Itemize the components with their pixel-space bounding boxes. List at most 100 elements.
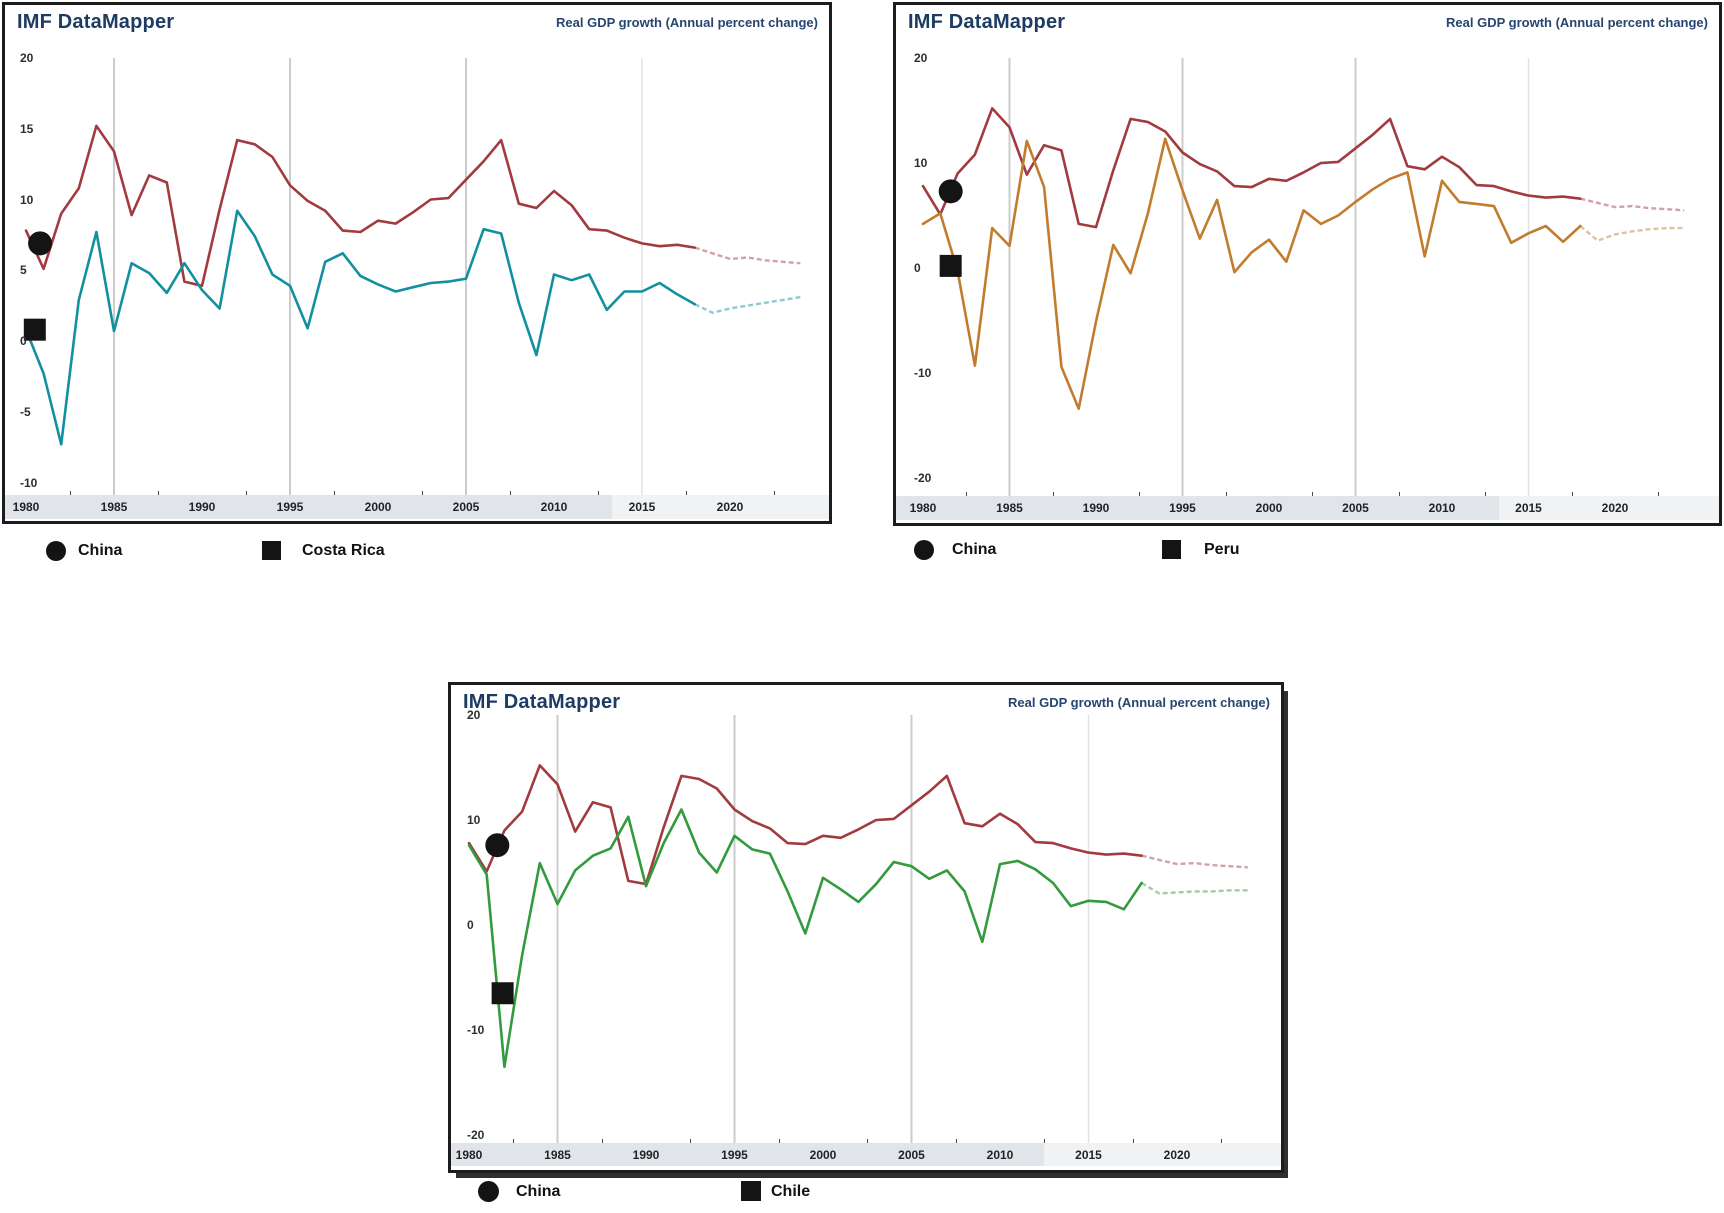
- chart-panel-china-chile: IMF DataMapper Real GDP growth (Annual p…: [448, 682, 1284, 1173]
- chart-panel-china-peru: IMF DataMapper Real GDP growth (Annual p…: [893, 2, 1722, 526]
- x-axis-label-2020: 2020: [716, 500, 744, 514]
- series-line-costa-rica: [24, 209, 697, 446]
- china-point-marker-icon: [938, 179, 963, 204]
- axis-minor-tick: [158, 491, 159, 495]
- chart-subtitle: Real GDP growth (Annual percent change): [556, 15, 818, 30]
- series-line-china: [921, 107, 1582, 229]
- axis-minor-tick: [1398, 492, 1400, 496]
- series-projection-china: [1580, 197, 1685, 212]
- x-axis-label-2005: 2005: [452, 500, 480, 514]
- series-projection-china: [694, 246, 801, 265]
- series-line-peru: [921, 137, 1582, 411]
- y-axis-label--20: -20: [467, 1128, 485, 1142]
- x-axis-label-1985: 1985: [544, 1147, 571, 1162]
- y-axis-label-0: 0: [914, 261, 921, 275]
- x-axis-label-1990: 1990: [1082, 501, 1110, 515]
- y-axis-label-20: 20: [467, 708, 481, 722]
- y-axis-label-15: 15: [20, 121, 34, 136]
- x-axis-band: 1980 1985 1990 1995 2000 2005 2010 2015 2020: [5, 495, 829, 519]
- china-point-marker-icon: [485, 833, 510, 858]
- axis-minor-tick: [1485, 492, 1487, 496]
- y-axis-label--10: -10: [914, 366, 932, 380]
- x-axis-label-1980: 1980: [909, 501, 937, 515]
- x-axis-label-1980: 1980: [455, 1147, 483, 1162]
- plot-area: 20 15 10 5 0 -5 -10 1980 1985 1990 1995 2000 2005 201…: [5, 5, 829, 521]
- x-axis-label-2005: 2005: [1342, 501, 1369, 515]
- axis-minor-tick: [774, 491, 775, 495]
- axis-minor-tick: [601, 1139, 603, 1143]
- axis-minor-tick: [778, 1139, 780, 1143]
- projection-band-highlight: [612, 495, 829, 519]
- imf-datamapper-logo: IMF DataMapper: [17, 11, 175, 33]
- imf-datamapper-logo: IMF DataMapper: [908, 11, 1066, 33]
- comparator-point-marker-icon: [23, 318, 46, 341]
- y-axis-label-20: 20: [914, 51, 928, 65]
- axis-minor-tick: [1052, 492, 1054, 496]
- x-axis-label-1985: 1985: [100, 500, 128, 514]
- plot-area: 20 10 0 -10 -20 1980 1985 1990 1995 2000 2005 2010 2…: [896, 5, 1719, 523]
- chart-subtitle: Real GDP growth (Annual percent change): [1446, 15, 1708, 30]
- x-axis-label-2020: 2020: [1163, 1147, 1191, 1162]
- axis-minor-tick: [1221, 1139, 1223, 1143]
- plot-svg: [467, 715, 1248, 1143]
- axis-minor-tick: [1044, 1139, 1046, 1143]
- y-axis-label--10: -10: [20, 475, 38, 490]
- x-axis-label-2005: 2005: [898, 1147, 925, 1162]
- legend-china-marker-icon: [914, 540, 934, 560]
- x-axis-label-2015: 2015: [1515, 501, 1542, 515]
- axis-minor-tick: [246, 491, 247, 495]
- axis-minor-tick: [1658, 492, 1660, 496]
- series-line-chile: [467, 808, 1143, 1069]
- x-axis-label-2000: 2000: [1255, 501, 1283, 515]
- x-axis-label-2015: 2015: [1075, 1147, 1102, 1162]
- legend-costa-rica-marker-icon: [262, 541, 281, 560]
- axis-minor-tick: [70, 491, 71, 495]
- axis-minor-tick: [1225, 492, 1227, 496]
- series-projection-chile: [1140, 881, 1248, 895]
- x-axis-label-2000: 2000: [809, 1147, 837, 1162]
- axis-minor-tick: [867, 1139, 869, 1143]
- x-axis-label-2010: 2010: [540, 500, 568, 514]
- chart-subtitle: Real GDP growth (Annual percent change): [1008, 695, 1270, 710]
- axis-minor-tick: [1571, 492, 1573, 496]
- series-line-china: [24, 124, 697, 288]
- legend-china-marker-icon: [46, 541, 66, 561]
- x-axis-band: 1980 1985 1990 1995 2000 2005 2010 2015 2020: [451, 1143, 1281, 1166]
- x-axis-label-1995: 1995: [1169, 501, 1196, 515]
- projection-band-highlight: [1044, 1143, 1281, 1166]
- y-axis-label--5: -5: [20, 404, 31, 419]
- axis-minor-tick: [955, 1139, 957, 1143]
- plot-area: 20 10 0 -10 -20 1980 1985 1990 1995 2000 2005 2010 2…: [451, 685, 1281, 1170]
- axis-minor-tick: [513, 1139, 515, 1143]
- x-axis-label-2015: 2015: [628, 500, 656, 514]
- x-axis-label-1990: 1990: [632, 1147, 660, 1162]
- plot-svg: [23, 58, 801, 495]
- y-axis-label-10: 10: [914, 156, 928, 170]
- legend-label-peru: Peru: [1204, 541, 1240, 558]
- legend-peru-marker-icon: [1162, 540, 1181, 559]
- x-axis-band: 1980 1985 1990 1995 2000 2005 2010 2015 2020: [896, 496, 1719, 520]
- plot-svg: [921, 58, 1685, 496]
- series-projection-china: [1141, 854, 1248, 869]
- legend-label-china: China: [78, 542, 123, 559]
- legend-label-chile: Chile: [771, 1183, 811, 1200]
- axis-minor-tick: [1132, 1139, 1134, 1143]
- x-axis-label-1995: 1995: [276, 500, 304, 514]
- x-axis-label-2020: 2020: [1601, 501, 1629, 515]
- y-axis-label-5: 5: [20, 263, 27, 278]
- x-axis-label-1980: 1980: [12, 500, 40, 514]
- y-axis-label-0: 0: [467, 918, 474, 932]
- imf-datamapper-logo: IMF DataMapper: [463, 691, 621, 713]
- axis-minor-tick: [510, 491, 511, 495]
- legend-chile-marker-icon: [741, 1181, 761, 1201]
- series-projection-costa-rica: [694, 295, 801, 314]
- axis-minor-tick: [1312, 492, 1314, 496]
- x-axis-label-1995: 1995: [721, 1147, 748, 1162]
- x-axis-label-2010: 2010: [986, 1147, 1014, 1162]
- axis-minor-tick: [1139, 492, 1141, 496]
- china-point-marker-icon: [28, 231, 53, 256]
- x-axis-label-2000: 2000: [364, 500, 392, 514]
- y-axis-label-0: 0: [20, 334, 27, 348]
- series-line-china: [467, 764, 1143, 886]
